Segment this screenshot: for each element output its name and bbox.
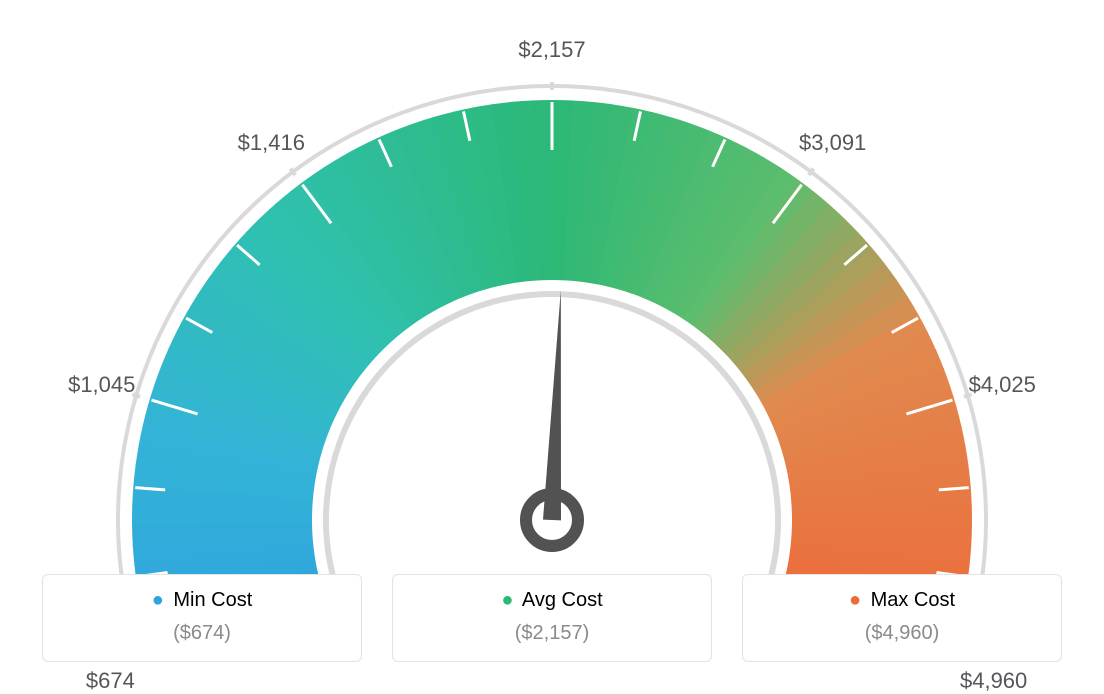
gauge-tick-label: $4,025 [969,372,1036,398]
legend-title-max: ● Max Cost [743,589,1061,612]
legend-value: ($2,157) [393,622,711,645]
gauge-area: $674$1,045$1,416$2,157$3,091$4,025$4,960 [52,50,1052,570]
legend-value: ($4,960) [743,622,1061,645]
cost-gauge-chart: $674$1,045$1,416$2,157$3,091$4,025$4,960… [0,0,1104,690]
legend-label: Min Cost [173,589,252,611]
dot-icon: ● [501,589,513,611]
legend-value: ($674) [43,622,361,645]
legend-label: Max Cost [871,589,955,611]
legend-card-min: ● Min Cost ($674) [42,574,362,662]
gauge-tick-label: $1,045 [68,372,135,398]
legend-label: Avg Cost [522,589,603,611]
legend-card-max: ● Max Cost ($4,960) [742,574,1062,662]
legend-title-min: ● Min Cost [43,589,361,612]
dot-icon: ● [152,589,164,611]
gauge-tick-label: $1,416 [238,130,305,156]
legend-card-avg: ● Avg Cost ($2,157) [392,574,712,662]
gauge-tick-label: $2,157 [518,37,585,63]
legend-title-avg: ● Avg Cost [393,589,711,612]
dot-icon: ● [849,589,861,611]
gauge-svg [52,50,1052,590]
legend-row: ● Min Cost ($674) ● Avg Cost ($2,157) ● … [42,574,1062,662]
gauge-tick-label: $3,091 [799,130,866,156]
